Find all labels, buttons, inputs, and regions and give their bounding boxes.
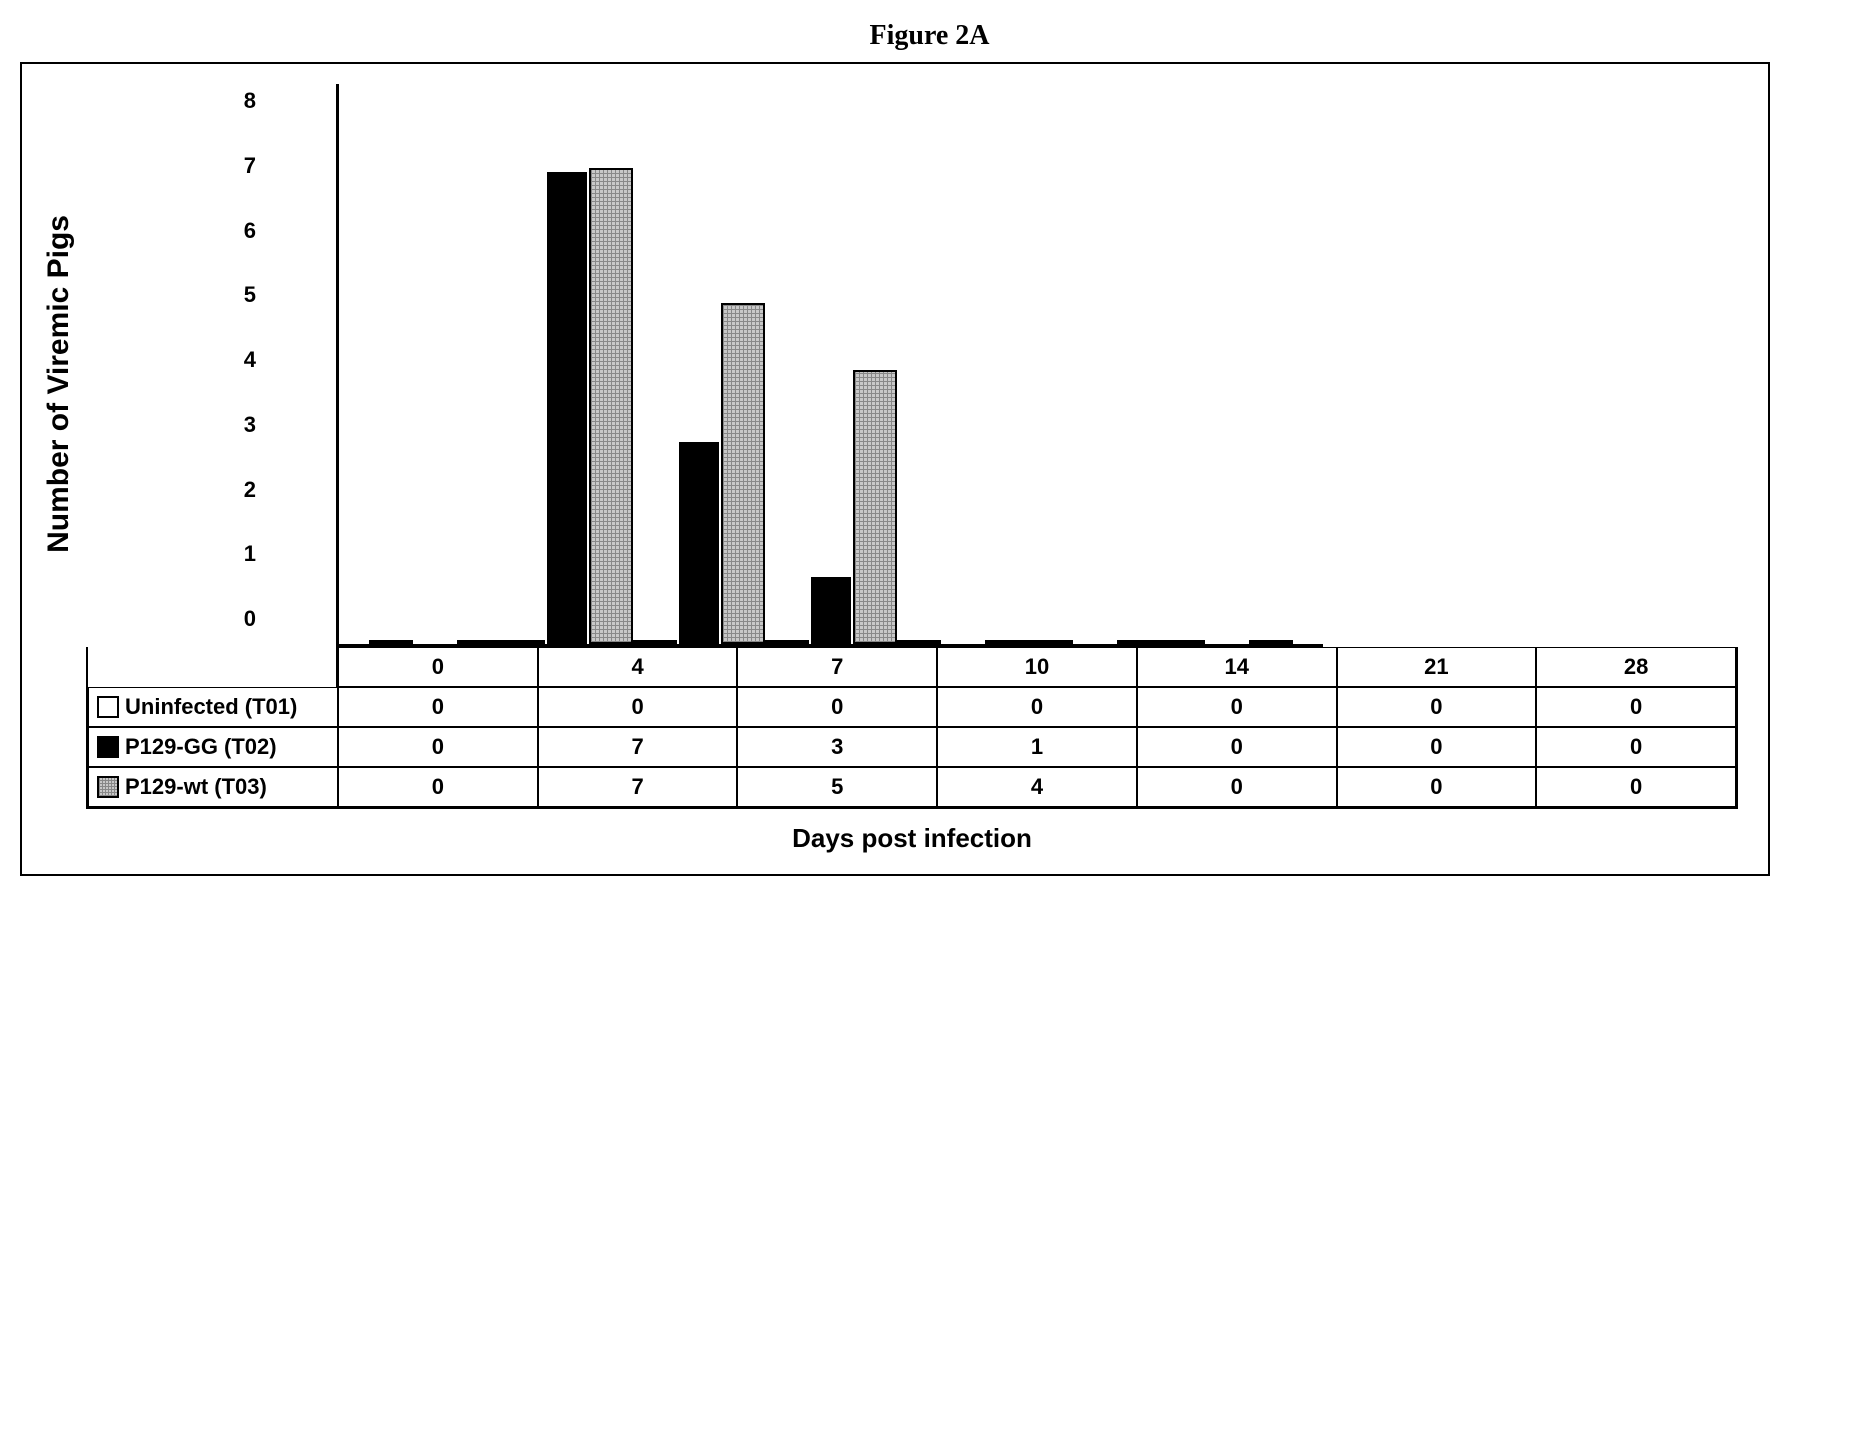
y-tick: 8 [244,90,256,112]
x-category-cell: 7 [737,647,937,687]
series-label-cell: P129-wt (T03) [88,767,338,807]
y-tick: 0 [244,608,256,630]
y-axis: 8 7 6 5 4 3 2 1 0 [86,90,264,630]
bar [1249,640,1293,644]
value-cell: 0 [338,687,538,727]
legend-swatch [97,696,119,718]
series-name: P129-wt (T03) [125,774,267,800]
bar [369,640,413,644]
value-cell: 0 [1137,687,1337,727]
x-category-cell: 14 [1137,647,1337,687]
value-cell: 0 [1536,767,1736,807]
value-cell: 0 [1337,727,1537,767]
bar [457,640,501,644]
bar [765,640,809,644]
bar [1117,640,1161,644]
table-corner-cell [88,647,338,687]
value-cell: 7 [538,727,738,767]
legend-swatch [97,776,119,798]
data-table: 04710142128Uninfected (T01)0000000P129-G… [86,647,1738,809]
table-row: P129-wt (T03)0754000 [88,767,1736,807]
chart-body: Number of Viremic Pigs 876543210 0471014… [32,84,1738,844]
x-category-cell: 4 [538,647,738,687]
series-label-cell: Uninfected (T01) [88,687,338,727]
bar [589,168,633,645]
y-tick: 7 [244,155,256,177]
value-cell: 0 [1337,767,1537,807]
bar [547,172,587,645]
value-cell: 0 [538,687,738,727]
x-category-cell: 10 [937,647,1137,687]
bar-group [897,84,1029,644]
bar-group [501,84,633,644]
table-row: Uninfected (T01)0000000 [88,687,1736,727]
bar-group [633,84,765,644]
value-cell: 0 [937,687,1137,727]
y-tick: 1 [244,543,256,565]
value-cell: 0 [1137,727,1337,767]
legend-swatch [97,736,119,758]
bar [811,577,851,645]
series-name: P129-GG (T02) [125,734,277,760]
x-axis-label: Days post infection [86,823,1738,854]
value-cell: 0 [1536,727,1736,767]
y-tick: 4 [244,349,256,371]
bar [985,640,1029,644]
x-category-cell: 0 [338,647,538,687]
y-tick: 5 [244,284,256,306]
value-cell: 0 [338,767,538,807]
bar [897,640,941,644]
table-row: P129-GG (T02)0731000 [88,727,1736,767]
bar-group [1161,84,1293,644]
value-cell: 0 [1337,687,1537,727]
bar [853,370,897,644]
bar [721,303,765,645]
x-category-cell: 28 [1536,647,1736,687]
value-cell: 4 [937,767,1137,807]
series-label-cell: P129-GG (T02) [88,727,338,767]
series-name: Uninfected (T01) [125,694,297,720]
bar [633,640,677,644]
y-tick: 3 [244,414,256,436]
value-cell: 1 [937,727,1137,767]
value-cell: 7 [538,767,738,807]
bar [501,640,545,644]
value-cell: 0 [1137,767,1337,807]
value-cell: 0 [338,727,538,767]
bar [1161,640,1205,644]
y-axis-label: Number of Viremic Pigs [32,215,86,553]
plot-area [336,84,1323,647]
value-cell: 0 [1536,687,1736,727]
bar [679,442,719,645]
y-tick: 6 [244,220,256,242]
x-category-cell: 21 [1337,647,1537,687]
y-tick: 2 [244,479,256,501]
bar-group [765,84,897,644]
chart-container: Number of Viremic Pigs 876543210 0471014… [20,62,1770,876]
bar-group [1029,84,1161,644]
figure-title: Figure 2A [20,20,1839,52]
bar [1029,640,1073,644]
value-cell: 3 [737,727,937,767]
value-cell: 5 [737,767,937,807]
bar-group [369,84,501,644]
value-cell: 0 [737,687,937,727]
table-header-row: 04710142128 [88,647,1736,687]
